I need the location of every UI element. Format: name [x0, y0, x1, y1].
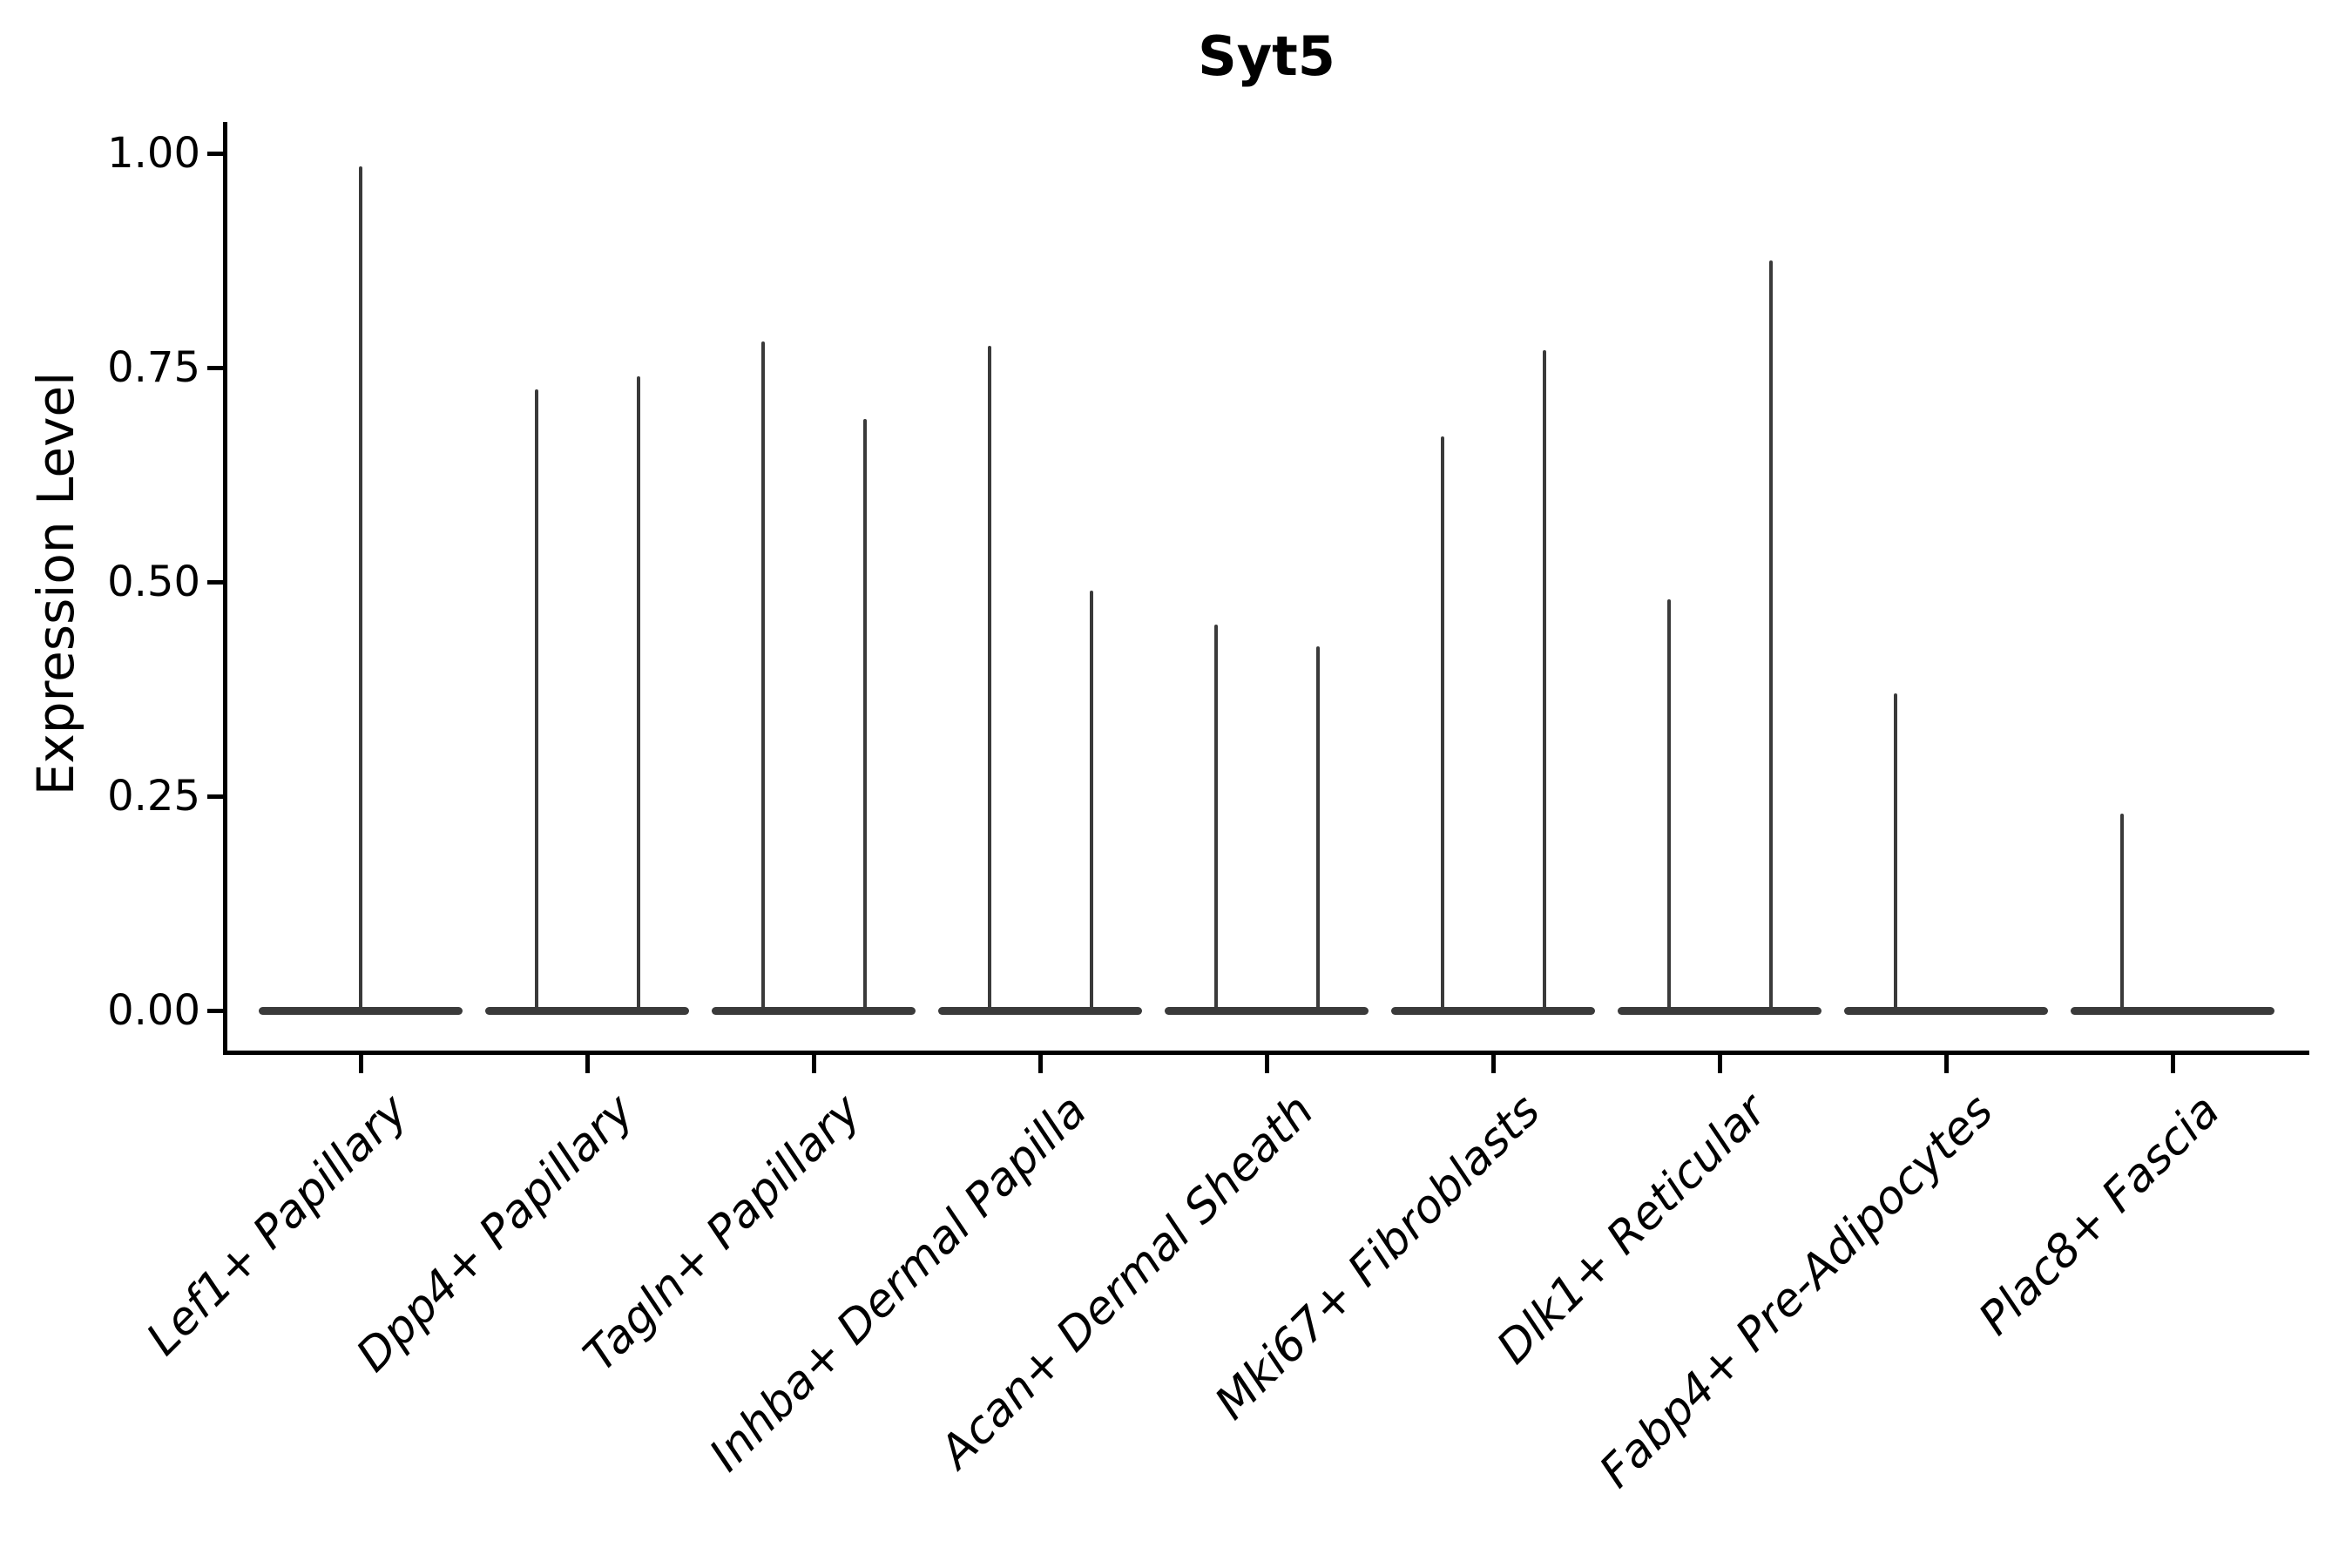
violin-needle: [862, 419, 867, 1014]
x-tick: [1037, 1052, 1043, 1073]
x-tick: [1264, 1052, 1269, 1073]
chart-title: Syt5: [1198, 24, 1335, 88]
violin-needle: [636, 375, 640, 1014]
y-tick: [207, 365, 225, 370]
violin-needle: [1213, 625, 1218, 1014]
violin-needle: [534, 389, 538, 1014]
violin-baseline: [485, 1006, 689, 1015]
violin-baseline: [1844, 1006, 2048, 1015]
violin-needle: [1542, 350, 1546, 1014]
x-tick: [811, 1052, 816, 1073]
y-tick-label: 0.00: [107, 986, 200, 1035]
y-axis-line: [223, 122, 227, 1055]
y-tick-label: 0.50: [107, 558, 200, 606]
x-tick-label: Acan+ Dermal Sheath: [929, 1085, 1324, 1479]
violin-needle: [987, 346, 991, 1014]
y-tick-label: 1.00: [107, 129, 200, 178]
x-tick: [1490, 1052, 1496, 1073]
violin-needle: [1666, 598, 1671, 1014]
y-tick: [207, 1008, 225, 1013]
violin-baseline: [2071, 1006, 2274, 1015]
x-tick-label: Plac8+ Fascia: [1969, 1085, 2230, 1346]
violin-needle: [1089, 590, 1093, 1014]
violin-needle: [359, 166, 362, 1014]
y-tick-label: 0.75: [107, 343, 200, 392]
violin-needle: [1768, 260, 1773, 1014]
x-tick: [1943, 1052, 1949, 1073]
violin-needle: [2119, 813, 2124, 1014]
violin-baseline: [1165, 1006, 1369, 1015]
violin-needle: [1440, 436, 1444, 1014]
x-tick: [585, 1052, 590, 1073]
violin-needle: [760, 341, 765, 1014]
violin-needle: [1893, 693, 1897, 1014]
y-tick: [207, 151, 225, 156]
violin-baseline: [712, 1006, 916, 1015]
violin-baseline: [938, 1006, 1142, 1015]
y-tick-label: 0.25: [107, 772, 200, 821]
x-tick: [2170, 1052, 2175, 1073]
x-tick: [1717, 1052, 1722, 1073]
x-tick: [358, 1052, 363, 1073]
y-tick: [207, 579, 225, 585]
violin-baseline: [1618, 1006, 1821, 1015]
violin-baseline: [1391, 1006, 1595, 1015]
x-tick-label: Inhba+ Dermal Papilla: [700, 1085, 1098, 1482]
y-tick: [207, 794, 225, 799]
x-tick-label: Fabp4+ Pre-Adipocytes: [1590, 1085, 2004, 1498]
violin-needle: [1315, 645, 1320, 1014]
